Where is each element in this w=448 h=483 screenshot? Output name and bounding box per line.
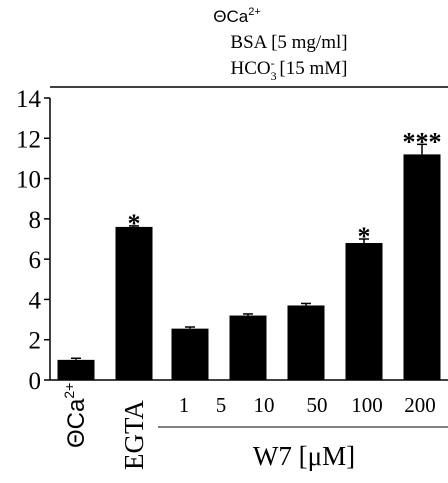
bar bbox=[403, 154, 441, 380]
y-tick-label: 8 bbox=[29, 207, 42, 234]
y-tick-label: 0 bbox=[29, 368, 42, 395]
header-line-1: ΘCa2+ bbox=[213, 6, 261, 26]
y-axis: 0 2 4 6 8 10 12 14 bbox=[16, 86, 51, 395]
chart-header: ΘCa2+ BSA [5 mg/ml] HCO3- [15 mM] bbox=[213, 6, 347, 83]
header-line-3-sup: - bbox=[271, 56, 275, 70]
x-tick-label: 50 bbox=[307, 393, 328, 417]
significance-marker: * bbox=[128, 209, 141, 238]
x-tick-label: 5 bbox=[216, 393, 227, 417]
bar bbox=[57, 359, 95, 380]
y-tick-label: 6 bbox=[29, 247, 42, 274]
x-axis-label: W7 [μM] bbox=[253, 441, 355, 471]
header-line-1-sup: 2+ bbox=[248, 6, 261, 18]
x-tick-label: 10 bbox=[254, 393, 275, 417]
y-tick-label: 14 bbox=[16, 86, 42, 113]
significance-marker: * bbox=[358, 222, 371, 251]
bar bbox=[229, 315, 267, 380]
y-tick-label: 12 bbox=[16, 126, 41, 153]
header-line-3-rest: [15 mM] bbox=[275, 58, 348, 79]
significance-marker: *** bbox=[403, 127, 442, 156]
header-line-2: BSA [5 mg/ml] bbox=[230, 32, 347, 53]
bar bbox=[171, 328, 209, 380]
header-line-3-sub: 3 bbox=[271, 69, 277, 83]
control-label-egta: EGTA bbox=[119, 400, 149, 470]
bars-group: * **** bbox=[57, 127, 442, 380]
x-tick-label: 200 bbox=[404, 393, 436, 417]
control-label-ca: ΘCa2+ bbox=[61, 383, 90, 448]
bar bbox=[345, 243, 383, 380]
y-tick-label: 2 bbox=[29, 328, 42, 355]
x-tick-label: 1 bbox=[179, 393, 190, 417]
bar bbox=[287, 305, 325, 380]
header-line-3: HCO3- [15 mM] bbox=[231, 56, 348, 83]
bar bbox=[115, 226, 153, 380]
x-tick-labels: 1 5 10 50 100 200 ΘCa2+ EGTA bbox=[61, 383, 436, 470]
x-tick-label: 100 bbox=[351, 393, 383, 417]
y-tick-label: 10 bbox=[16, 167, 41, 194]
y-tick-label: 4 bbox=[29, 287, 42, 314]
